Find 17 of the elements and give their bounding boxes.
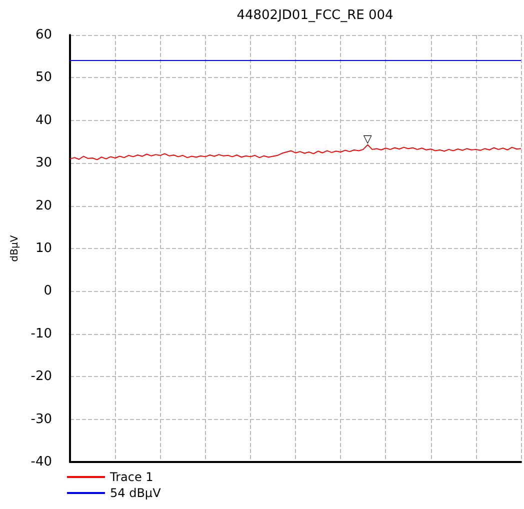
legend-label: Trace 1 <box>109 470 154 484</box>
y-tick-label: -10 <box>30 326 52 342</box>
line-series <box>70 144 522 160</box>
y-tick-label: 50 <box>35 70 52 86</box>
y-tick-label: 40 <box>35 112 52 128</box>
y-tick-label: 30 <box>35 156 52 171</box>
y-tick-label: -20 <box>30 369 52 384</box>
y-tick-label: 0 <box>44 284 52 299</box>
y-tick-label: 60 <box>35 28 52 42</box>
y-axis-title: dBµV <box>9 235 20 262</box>
chart-title: 44802JD01_FCC_RE 004 <box>236 8 394 23</box>
y-tick-label: -30 <box>30 412 52 427</box>
y-tick-label: 10 <box>35 241 52 256</box>
y-tick-label: -40 <box>30 454 52 470</box>
annotation: ▽ <box>363 132 372 146</box>
legend-label: 54 dBµV <box>110 486 162 500</box>
y-tick-label: 20 <box>35 198 52 214</box>
